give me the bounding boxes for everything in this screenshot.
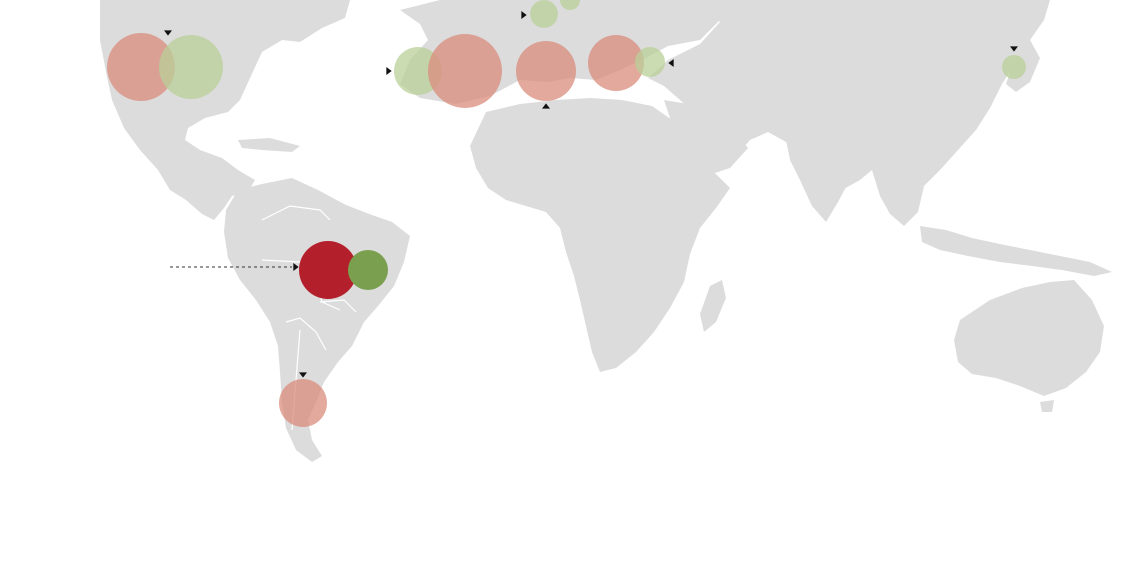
japan-marker bbox=[1010, 46, 1018, 52]
land-australia bbox=[954, 280, 1104, 396]
bubble-central-europe-green-2 bbox=[560, 0, 580, 10]
bubble-japan-green bbox=[1002, 55, 1026, 79]
east-med-marker bbox=[668, 59, 674, 67]
north-africa-marker bbox=[542, 103, 550, 109]
bubbles-layer bbox=[107, 0, 1026, 427]
bubble-argentina-red bbox=[279, 379, 327, 427]
bubble-brazil-green bbox=[348, 250, 388, 290]
land-se-asia bbox=[920, 226, 1112, 276]
bubble-brazil-red bbox=[299, 241, 357, 299]
brazil-arrow-marker bbox=[293, 263, 299, 271]
iberia-marker bbox=[386, 67, 392, 75]
bubble-east-med-red bbox=[588, 35, 644, 91]
bubble-central-europe-green-1 bbox=[530, 0, 558, 28]
usa-marker bbox=[164, 30, 172, 36]
bubble-usa-red bbox=[107, 33, 175, 101]
land-caribbean bbox=[238, 138, 300, 152]
land-arabia bbox=[664, 100, 748, 176]
central-europe-marker bbox=[521, 11, 527, 19]
bubble-east-med-green bbox=[635, 47, 665, 77]
land-madagascar bbox=[700, 280, 726, 332]
land-asia bbox=[648, 0, 1050, 226]
markers-layer bbox=[164, 11, 1018, 378]
bubble-usa-green bbox=[159, 35, 223, 99]
land-tasmania bbox=[1040, 400, 1054, 412]
land-south-america bbox=[224, 178, 410, 462]
land-africa bbox=[470, 98, 730, 372]
argentina-marker bbox=[299, 372, 307, 378]
land-india bbox=[786, 140, 852, 222]
bubble-iberia-red bbox=[428, 34, 502, 108]
bubble-north-africa-red bbox=[516, 41, 576, 101]
